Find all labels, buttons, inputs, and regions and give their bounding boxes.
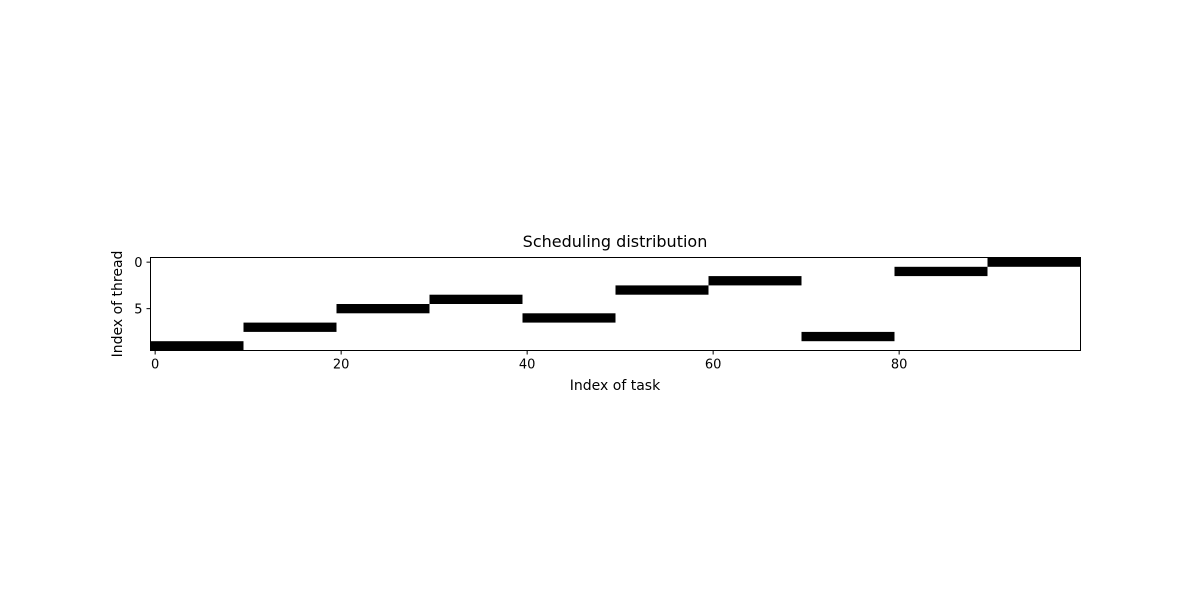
segment-thread-7-tasks-10-19 bbox=[243, 322, 337, 332]
x-axis-label: Index of task bbox=[570, 378, 661, 394]
segment-thread-3-tasks-50-59 bbox=[615, 285, 709, 295]
y-axis-label: Index of thread bbox=[110, 251, 126, 358]
x-tick-label: 20 bbox=[333, 358, 350, 373]
x-tick-label: 80 bbox=[891, 358, 908, 373]
segment-thread-2-tasks-60-69 bbox=[708, 276, 802, 286]
segment-thread-8-tasks-70-79 bbox=[801, 331, 895, 342]
chart-title: Scheduling distribution bbox=[523, 232, 708, 251]
x-tick-label: 60 bbox=[705, 358, 722, 373]
x-tick-label: 40 bbox=[519, 358, 536, 373]
segment-thread-1-tasks-80-89 bbox=[894, 266, 988, 277]
segment-thread-0-tasks-90-99 bbox=[987, 257, 1081, 267]
segment-thread-5-tasks-20-29 bbox=[336, 304, 430, 314]
x-tick-label: 0 bbox=[151, 358, 159, 373]
plot-area bbox=[150, 257, 1081, 351]
y-axis-ticks: 05 bbox=[134, 256, 151, 318]
segment-thread-4-tasks-30-39 bbox=[429, 294, 523, 304]
segment-thread-9-tasks-0-9 bbox=[150, 341, 244, 351]
x-axis-ticks: 0 20 40 60 80 bbox=[151, 350, 908, 373]
y-tick-label: 0 bbox=[134, 256, 142, 271]
segment-thread-6-tasks-40-49 bbox=[522, 313, 616, 323]
y-tick-label: 5 bbox=[134, 303, 142, 318]
plot-frame bbox=[150, 257, 1081, 351]
